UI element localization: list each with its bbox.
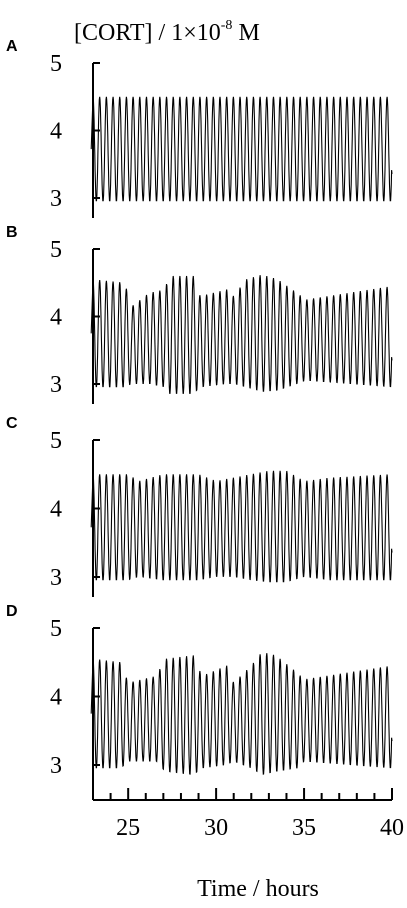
panel-c: C 3 4 5	[6, 415, 393, 597]
y-tick-label: 3	[50, 186, 62, 212]
cort-trace	[90, 470, 393, 583]
y-tick-label: 4	[50, 119, 62, 145]
panel-a: A 3 4 5	[6, 38, 393, 218]
y-tick-label: 4	[50, 305, 62, 331]
panel-b: B 3 4 5	[6, 224, 393, 404]
cort-trace	[90, 96, 393, 202]
y-axis-title-exponent: -8	[221, 18, 233, 33]
panels: A 3 4 5 B 3 4 5 C 3 4 5 D 3 4 5	[6, 38, 393, 800]
panel-d: D 3 4 5	[6, 603, 393, 800]
y-tick-label: 5	[50, 51, 62, 77]
cort-trace	[90, 653, 393, 775]
y-tick-label: 3	[50, 565, 62, 591]
x-tick-label: 25	[116, 815, 140, 841]
y-tick-label: 5	[50, 428, 62, 454]
x-tick-label: 35	[292, 815, 316, 841]
y-tick-label: 5	[50, 616, 62, 642]
x-tick-label: 40	[380, 815, 404, 841]
y-tick-label: 5	[50, 237, 62, 263]
panel-label: A	[6, 38, 18, 55]
y-tick-label: 4	[50, 497, 62, 523]
x-tick-label: 30	[204, 815, 228, 841]
x-axis-title: Time / hours	[197, 876, 319, 902]
panel-label: C	[6, 415, 18, 432]
panel-label: B	[6, 224, 18, 241]
y-axis-title: [CORT] / 1×10-8 M	[74, 18, 260, 46]
y-tick-label: 3	[50, 372, 62, 398]
y-axis-title-main: [CORT] / 1×10	[74, 20, 221, 46]
y-axis-title-unit: M	[232, 20, 259, 46]
y-tick-label: 4	[50, 685, 62, 711]
panel-label: D	[6, 603, 18, 620]
cort-trace	[90, 275, 393, 394]
y-tick-label: 3	[50, 753, 62, 779]
x-axis: 25 30 35 40	[93, 788, 404, 841]
